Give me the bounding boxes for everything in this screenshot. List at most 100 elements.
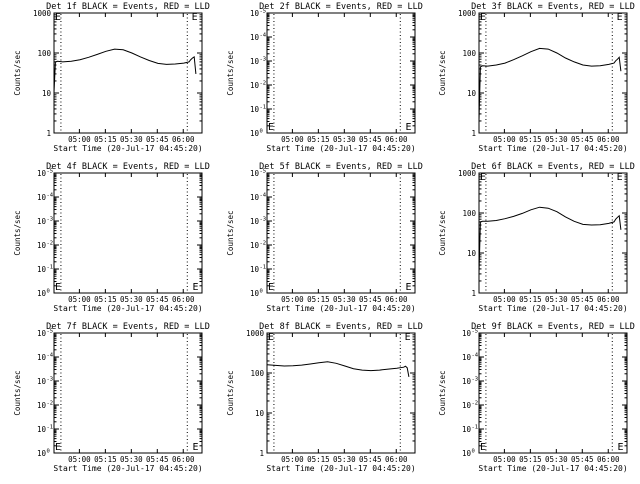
y-tick-exponent: -3 (260, 217, 267, 223)
x-tick-label: 05:15 (307, 455, 330, 464)
y-tick-exponent: 0 (260, 289, 263, 295)
y-tick-exponent: -3 (260, 57, 267, 63)
y-tick-exponent: -1 (260, 105, 267, 111)
plot-frame (266, 172, 416, 294)
y-tick-exponent: -2 (47, 401, 54, 407)
plot-frame (53, 172, 203, 294)
y-tick-label: 10 (37, 425, 47, 434)
y-tick-label: 10 (250, 129, 260, 138)
y-tick-label: 10 (462, 401, 472, 410)
y-tick-label: 10 (37, 377, 47, 386)
x-tick-label: 06:00 (172, 295, 195, 304)
plot-frame (53, 12, 203, 134)
y-tick-exponent: -4 (47, 353, 54, 359)
y-tick-label: 10 (250, 217, 260, 226)
y-tick-label: 100 (250, 369, 264, 378)
y-tick-label: 1 (471, 129, 476, 138)
y-axis-label: Counts/sec (226, 210, 235, 255)
y-tick-exponent: -1 (472, 425, 479, 431)
x-axis-label: Start Time (20-Jul-17 04:45:20) (53, 304, 202, 313)
panel-title: Det 8f BLACK = Events, RED = LLD (259, 322, 423, 332)
y-tick-label: 10 (250, 33, 260, 42)
y-tick-label: 10 (250, 9, 260, 18)
e-marker: E (480, 442, 486, 453)
y-tick-exponent: -5 (260, 9, 267, 15)
x-tick-label: 06:00 (385, 295, 408, 304)
y-axis-label: Counts/sec (438, 50, 447, 95)
y-tick-label: 10 (250, 105, 260, 114)
events-series-line (478, 206, 622, 274)
e-marker: E (405, 332, 411, 343)
y-axis-label: Counts/sec (13, 370, 22, 415)
x-axis-label: Start Time (20-Jul-17 04:45:20) (266, 464, 415, 473)
events-series-line (53, 48, 197, 94)
x-axis-label: Start Time (20-Jul-17 04:45:20) (478, 144, 627, 153)
y-tick-label: 10 (250, 265, 260, 274)
y-tick-exponent: -2 (260, 241, 267, 247)
e-marker: E (268, 122, 274, 133)
y-axis-label: Counts/sec (226, 370, 235, 415)
y-tick-exponent: -1 (260, 265, 267, 271)
x-tick-label: 05:00 (493, 455, 516, 464)
x-tick-label: 05:30 (545, 295, 568, 304)
y-tick-label: 10 (37, 353, 47, 362)
x-tick-label: 06:00 (385, 135, 408, 144)
y-tick-label: 10 (255, 409, 265, 418)
y-tick-label: 10 (467, 249, 477, 258)
x-tick-label: 05:30 (120, 455, 143, 464)
y-tick-label: 10 (462, 353, 472, 362)
x-tick-label: 05:15 (94, 295, 117, 304)
plot-frame (478, 172, 628, 294)
x-tick-label: 05:30 (545, 135, 568, 144)
x-tick-label: 05:45 (146, 295, 169, 304)
panel-title: Det 5f BLACK = Events, RED = LLD (259, 162, 423, 172)
x-tick-label: 06:00 (385, 455, 408, 464)
y-tick-label: 10 (462, 449, 472, 458)
e-marker: E (268, 282, 274, 293)
panel-title: Det 2f BLACK = Events, RED = LLD (259, 2, 423, 12)
panel-title: Det 7f BLACK = Events, RED = LLD (46, 322, 210, 332)
x-tick-label: 05:45 (359, 455, 382, 464)
y-tick-exponent: -5 (260, 169, 267, 175)
x-tick-label: 05:00 (68, 455, 91, 464)
y-tick-exponent: 0 (260, 129, 263, 135)
x-tick-label: 05:45 (146, 455, 169, 464)
x-tick-label: 05:45 (571, 135, 594, 144)
detector-panel: Det 7f BLACK = Events, RED = LLD 05:00 05:… (13, 322, 210, 473)
events-series-line (266, 361, 410, 377)
y-tick-label: 100 (462, 209, 476, 218)
panel-title: Det 4f BLACK = Events, RED = LLD (46, 162, 210, 172)
y-tick-exponent: -2 (260, 81, 267, 87)
e-marker: E (192, 442, 198, 453)
y-tick-exponent: -4 (47, 193, 54, 199)
y-axis-label: Counts/sec (13, 210, 22, 255)
x-tick-label: 05:45 (359, 295, 382, 304)
y-tick-label: 10 (37, 217, 47, 226)
e-marker: E (480, 12, 486, 23)
x-tick-label: 05:30 (120, 135, 143, 144)
panel-title: Det 6f BLACK = Events, RED = LLD (471, 162, 635, 172)
y-tick-exponent: -4 (260, 193, 267, 199)
x-tick-label: 05:00 (281, 135, 304, 144)
x-tick-label: 06:00 (172, 455, 195, 464)
y-tick-exponent: -1 (47, 425, 54, 431)
x-axis-label: Start Time (20-Jul-17 04:45:20) (478, 304, 627, 313)
y-tick-exponent: -2 (47, 241, 54, 247)
x-tick-label: 06:00 (597, 455, 620, 464)
x-tick-label: 05:15 (519, 455, 542, 464)
y-tick-exponent: -1 (47, 265, 54, 271)
e-marker: E (55, 442, 61, 453)
y-axis-label: Counts/sec (13, 50, 22, 95)
e-marker: E (55, 12, 61, 23)
x-tick-label: 05:15 (94, 135, 117, 144)
y-tick-label: 1 (46, 129, 51, 138)
plot-frame (478, 332, 628, 454)
x-tick-label: 05:00 (493, 295, 516, 304)
y-tick-label: 10 (37, 193, 47, 202)
y-axis-label: Counts/sec (438, 370, 447, 415)
e-marker: E (405, 122, 411, 133)
